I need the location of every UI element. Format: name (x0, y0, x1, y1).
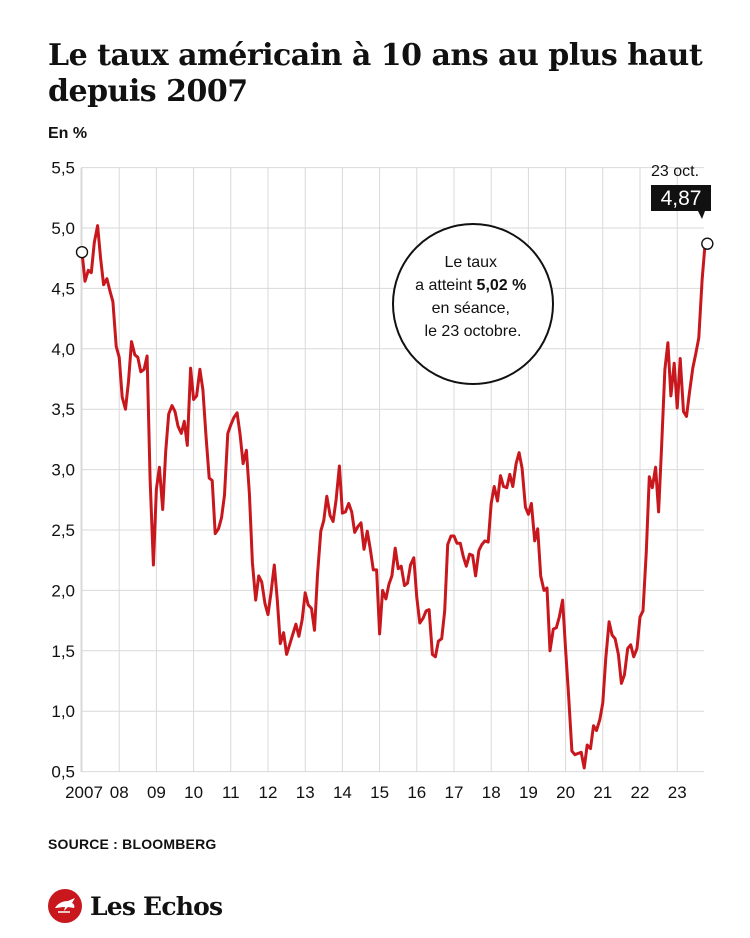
horizontal-gridlines (81, 167, 704, 773)
annotation-line-4: le 23 octobre. (425, 323, 522, 340)
x-tick-label: 15 (370, 783, 389, 802)
annotation-line-1: Le taux (445, 254, 497, 271)
y-axis-tick-labels: 5,5 5,0 4,5 4,0 3,5 3,0 2,5 2,0 1,5 1,0 0,5 (51, 159, 75, 782)
y-tick-label: 3,0 (51, 461, 75, 480)
annotation-bubble: Le taux a atteint 5,02 % en séance, le 2… (392, 223, 554, 385)
annotation-text: Le taux a atteint 5,02 % en séance, le 2… (415, 254, 531, 340)
x-tick-label: 19 (519, 783, 538, 802)
x-tick-label: 08 (110, 783, 129, 802)
y-tick-label: 4,5 (51, 279, 75, 298)
y-tick-label: 5,5 (51, 159, 75, 178)
end-point-value-badge: 4,87 (651, 185, 711, 219)
y-axis-unit-label: En % (48, 125, 88, 142)
x-tick-label: 20 (556, 783, 575, 802)
line-chart: 5,5 5,0 4,5 4,0 3,5 3,0 2,5 2,0 1,5 1,0 0,5 2007 08… (51, 159, 714, 802)
x-tick-label: 23 (668, 783, 687, 802)
x-tick-label: 09 (147, 783, 166, 802)
y-tick-label: 1,0 (51, 702, 75, 721)
x-tick-label: 12 (259, 783, 278, 802)
y-tick-label: 2,5 (51, 521, 75, 540)
end-point-date-label: 23 oct. (651, 163, 699, 180)
y-tick-label: 5,0 (51, 219, 75, 238)
start-point-marker (75, 245, 89, 259)
x-tick-label: 2007 (65, 783, 103, 802)
source-note: SOURCE : BLOOMBERG (48, 836, 217, 852)
x-axis-tick-labels: 2007 08 09 10 11 12 13 14 15 16 17 18 19 20 21 22 23 (65, 783, 687, 802)
x-tick-label: 17 (445, 783, 464, 802)
y-tick-label: 1,5 (51, 642, 75, 661)
logo-text: Les Echos (90, 891, 223, 921)
y-tick-label: 0,5 (51, 763, 75, 782)
x-tick-label: 16 (407, 783, 426, 802)
y-tick-label: 2,0 (51, 581, 75, 600)
chart-title: Le taux américain à 10 ans au plus haut … (48, 38, 703, 109)
y-tick-label: 3,5 (51, 400, 75, 419)
end-point-marker (701, 237, 714, 250)
les-echos-logo: Les Echos (48, 888, 223, 924)
x-tick-label: 22 (631, 783, 650, 802)
x-tick-label: 13 (296, 783, 315, 802)
annotation-line-2: a atteint 5,02 % (415, 277, 526, 294)
series-line-us-10y-rate (80, 224, 709, 770)
y-tick-label: 4,0 (51, 340, 75, 359)
x-tick-label: 14 (333, 783, 352, 802)
annotation-line-3: en séance, (432, 300, 510, 317)
x-tick-label: 21 (593, 783, 612, 802)
x-tick-label: 11 (222, 783, 240, 802)
end-point-value-label: 4,87 (661, 187, 702, 210)
x-tick-label: 10 (184, 783, 203, 802)
x-tick-label: 18 (482, 783, 501, 802)
logo-bird-icon (48, 889, 82, 923)
